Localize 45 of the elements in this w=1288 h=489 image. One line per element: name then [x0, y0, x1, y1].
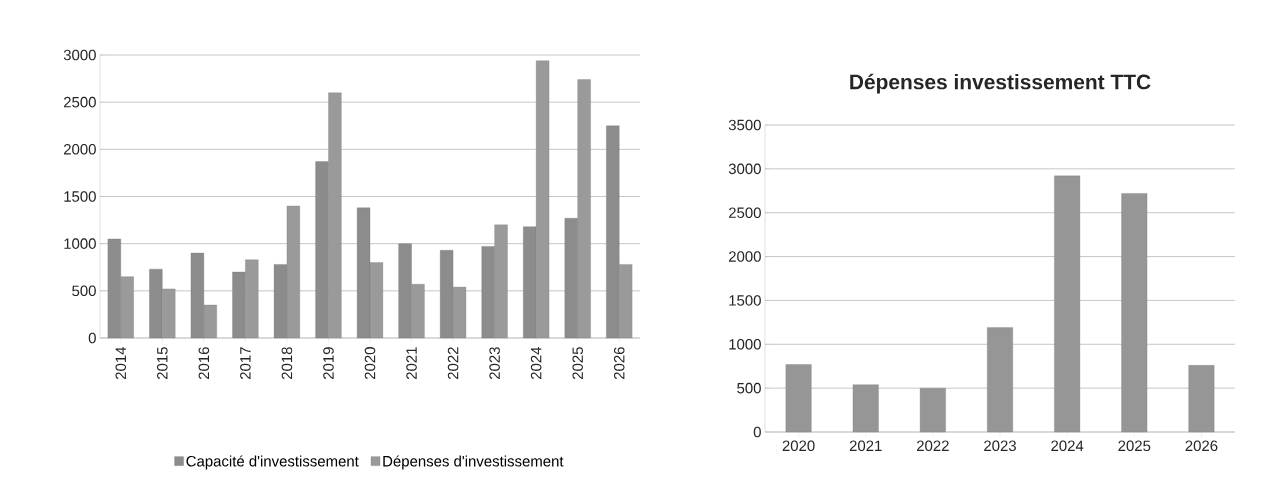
x-tick-label: 2020 — [782, 440, 815, 452]
y-tick-label: 1000 — [729, 338, 761, 350]
x-tick-label: 2025 — [572, 347, 583, 380]
y-tick-label: 2500 — [728, 207, 761, 218]
bar — [785, 364, 812, 433]
x-tick-label: 2021 — [406, 347, 417, 380]
y-tick-label: 500 — [72, 285, 96, 297]
bar — [1188, 365, 1215, 433]
x-tick-label: 2016 — [198, 347, 210, 380]
bar — [1054, 175, 1081, 433]
x-tick-label: 2020 — [364, 347, 376, 380]
x-tick-label: 2023 — [984, 440, 1016, 452]
x-tick-label: 2021 — [849, 440, 882, 452]
bar — [987, 327, 1013, 433]
x-tick-label: 2026 — [613, 347, 625, 380]
y-tick-label: 1000 — [64, 238, 96, 249]
bar — [1121, 193, 1148, 433]
y-tick-label: 0 — [753, 426, 761, 438]
chart-title: Dépenses investissement TTC — [850, 73, 1151, 94]
legend-label: Dépenses d'investissement — [383, 455, 564, 470]
x-tick-label: 2023 — [489, 347, 500, 380]
y-tick-label: 1500 — [729, 295, 761, 306]
x-tick-label: 2019 — [323, 347, 334, 380]
x-tick-label: 2018 — [281, 347, 293, 380]
y-tick-label: 2500 — [63, 96, 96, 108]
x-tick-label: 2024 — [530, 346, 542, 380]
bar — [919, 387, 946, 433]
x-tick-label: 2022 — [447, 347, 459, 380]
y-tick-label: 1500 — [64, 191, 96, 202]
legend-label: Capacité d'investissement — [186, 455, 359, 470]
y-tick-label: 500 — [737, 382, 761, 394]
x-tick-label: 2022 — [916, 440, 949, 452]
y-tick-label: 3500 — [728, 119, 761, 131]
bar — [852, 384, 879, 433]
y-tick-label: 0 — [88, 332, 96, 344]
x-tick-label: 2024 — [1051, 440, 1084, 452]
y-tick-label: 3000 — [728, 163, 761, 175]
x-tick-label: 2025 — [1118, 440, 1151, 452]
y-tick-label: 3000 — [63, 49, 96, 61]
y-tick-label: 2000 — [728, 251, 761, 262]
x-tick-label: 2026 — [1185, 440, 1218, 452]
x-tick-label: 2015 — [157, 347, 168, 380]
x-tick-label: 2014 — [115, 346, 127, 380]
x-tick-label: 2017 — [240, 347, 251, 380]
y-tick-label: 2000 — [63, 144, 96, 155]
